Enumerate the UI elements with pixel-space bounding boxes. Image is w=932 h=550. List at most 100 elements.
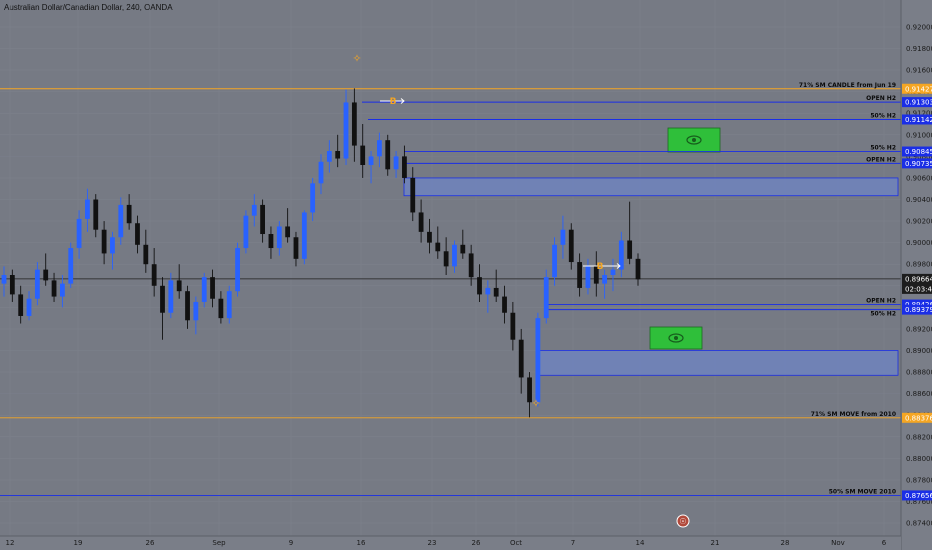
time-tick-label: 6 (882, 539, 887, 547)
candle-body (568, 229, 574, 263)
candle-body (260, 204, 266, 235)
candle-body (618, 240, 624, 270)
price-level-tag-text: 0.91142 (905, 116, 932, 124)
price-level-tag-text: 0.90845 (905, 148, 932, 156)
price-zone (403, 177, 899, 197)
candle-body (418, 212, 424, 232)
orange-marker-bottom: ✧ (531, 397, 540, 410)
candle-body (85, 199, 90, 219)
price-level-tag-text: 0.91303 (905, 99, 932, 107)
price-level-tag (902, 97, 932, 108)
candle-body (627, 240, 633, 259)
candle-body (560, 229, 566, 245)
demand-supply-zones (403, 127, 899, 376)
candle-body (160, 285, 165, 313)
candle-body (59, 283, 65, 297)
time-tick-label: 16 (357, 539, 366, 547)
price-level-text: 71% SM CANDLE from Jun 19 (799, 82, 896, 89)
candle-body (176, 280, 182, 292)
chart-title: Australian Dollar/Canadian Dollar, 240, … (4, 3, 173, 12)
candle-body (393, 156, 399, 170)
time-tick-label: 9 (289, 539, 293, 547)
candle-body (610, 269, 616, 275)
candle-body (110, 237, 115, 254)
candle-body (543, 277, 549, 319)
arrow-head (616, 263, 621, 269)
candle-body (1, 275, 7, 284)
event-icon (676, 514, 690, 528)
time-tick-label: 14 (636, 539, 645, 547)
time-axis[interactable]: 12 19 26 Sep 9 16 23 26 Oct 7 14 21 28 Nov 6 (0, 535, 901, 550)
candles (1, 88, 641, 418)
candle-body (343, 102, 349, 159)
candle-body (268, 234, 274, 249)
candle-body (135, 223, 140, 245)
pin-label: B (390, 97, 397, 107)
price-level-tag (902, 146, 932, 157)
candle-body (43, 269, 49, 281)
candle-body (185, 291, 190, 321)
candle-body (34, 269, 40, 299)
candle-body (235, 248, 240, 292)
price-axis[interactable]: 0.920000.918000.916000.914000.912000.910… (900, 0, 932, 550)
candle-body (535, 318, 541, 403)
event-icon-glyph: ☉ (679, 517, 686, 526)
price-level-tag (902, 114, 932, 125)
price-level-tag (902, 158, 932, 169)
candle-body (251, 204, 257, 216)
candle-body (226, 291, 232, 319)
candle-body (301, 212, 307, 259)
arrow-head (400, 98, 405, 104)
candle-body (335, 150, 341, 159)
candle-body (468, 253, 474, 278)
candle-body (493, 287, 499, 297)
candle-body (402, 156, 407, 178)
price-level-text: 50% H2 (870, 145, 896, 152)
price-zone (537, 350, 899, 376)
candle-body (427, 231, 432, 243)
candle-body (477, 277, 482, 295)
time-axis-bg (0, 536, 901, 550)
price-level-tag-text: 0.91427 (905, 85, 932, 93)
annotations: ✧ ✧ B B ☉ (352, 52, 690, 528)
time-tick-label: Sep (212, 539, 226, 547)
price-level-tag-text: 0.89379 (905, 306, 932, 314)
candle-body (101, 229, 107, 254)
candle-body (201, 277, 207, 302)
price-level-tag-text: 0.90735 (905, 160, 932, 168)
time-tick-label: 12 (6, 539, 15, 547)
price-level-tag-text: 0.88376 (905, 414, 932, 422)
candle-body (51, 280, 57, 297)
candle-body (527, 377, 532, 403)
candle-body (118, 204, 124, 238)
price-level-text: 50% H2 (870, 112, 896, 119)
candle-body (518, 339, 524, 378)
candle-body (368, 156, 374, 165)
candle-body (293, 237, 299, 259)
price-level-tag (902, 490, 932, 501)
candle-body (151, 264, 157, 286)
candle-body (143, 244, 149, 265)
candle-body (602, 275, 608, 284)
candle-body (460, 244, 466, 254)
candle-body (485, 287, 491, 295)
time-tick-label: 26 (146, 539, 155, 547)
candle-body (360, 145, 366, 165)
eye-icon (686, 135, 702, 145)
candle-body (276, 226, 282, 249)
orange-marker-top: ✧ (352, 52, 361, 65)
time-tick-label: 7 (571, 539, 575, 547)
time-tick-label: 21 (711, 539, 720, 547)
